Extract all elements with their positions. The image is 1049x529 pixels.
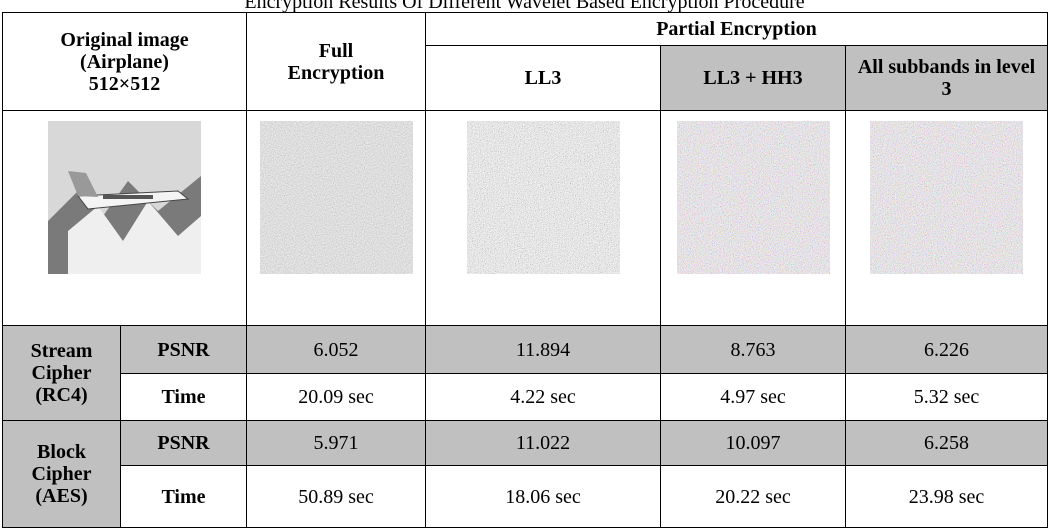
metric-label: PSNR: [120, 325, 247, 374]
value-cell: 11.894: [425, 325, 661, 374]
value-cell: 5.32 sec: [845, 373, 1048, 421]
cell-text: 8.763: [731, 339, 776, 361]
cell-text: 50.89 sec: [298, 486, 374, 508]
value-cell: 6.226: [845, 325, 1048, 374]
cell-text: LL3: [525, 67, 562, 89]
header-partial: Partial Encryption: [425, 12, 1048, 46]
cell-text: PSNR: [157, 339, 209, 361]
cell-text: Time: [161, 386, 205, 408]
header-original: Original image(Airplane)512×512: [2, 12, 247, 111]
value-cell: 8.763: [660, 325, 846, 374]
header-subcolumn: LL3 + HH3: [660, 45, 846, 111]
metric-label: PSNR: [120, 420, 247, 466]
cell-text: All subbands in level 3: [852, 56, 1041, 100]
header-subcolumn: LL3: [425, 45, 661, 111]
cell-text: 10.097: [726, 432, 781, 454]
cell-text: Block: [37, 441, 86, 463]
cell-text: (RC4): [35, 384, 87, 406]
airplane-image: [48, 121, 201, 274]
metric-label: Time: [120, 373, 247, 421]
header-subcolumn: All subbands in level 3: [845, 45, 1048, 111]
cell-text: 4.97 sec: [720, 386, 786, 408]
cell-text: 6.226: [924, 339, 969, 361]
cell-text: LL3 + HH3: [703, 67, 802, 89]
value-cell: 23.98 sec: [845, 465, 1048, 528]
cell-text: 20.09 sec: [298, 386, 374, 408]
value-cell: 6.258: [845, 420, 1048, 466]
cell-text: 11.894: [516, 339, 570, 361]
metric-label: Time: [120, 465, 247, 528]
cell-text: Stream: [31, 340, 93, 362]
value-cell: 10.097: [660, 420, 846, 466]
cell-text: Time: [161, 486, 205, 508]
encrypted-image: [260, 121, 413, 274]
cell-text: 512×512: [89, 73, 160, 95]
value-cell: 50.89 sec: [246, 465, 426, 528]
cell-text: Encryption: [288, 62, 385, 84]
encrypted-image: [467, 121, 620, 274]
cell-text: (Airplane): [80, 51, 169, 73]
cell-text: Full: [319, 40, 353, 62]
page: Encryption Results Of Different Wavelet …: [0, 0, 1049, 529]
cell-text: 6.258: [924, 432, 969, 454]
cell-text: 20.22 sec: [715, 486, 791, 508]
cell-text: 18.06 sec: [505, 486, 581, 508]
value-cell: 11.022: [425, 420, 661, 466]
encrypted-image: [870, 121, 1023, 274]
cell-text: Partial Encryption: [656, 18, 817, 40]
cell-text: 4.22 sec: [510, 386, 576, 408]
cell-text: 5.32 sec: [914, 386, 980, 408]
value-cell: 5.971: [246, 420, 426, 466]
cell-text: Cipher: [32, 362, 92, 384]
encrypted-image: [677, 121, 830, 274]
value-cell: 4.22 sec: [425, 373, 661, 421]
cell-text: 5.971: [314, 432, 359, 454]
cell-text: PSNR: [157, 432, 209, 454]
value-cell: 4.97 sec: [660, 373, 846, 421]
value-cell: 18.06 sec: [425, 465, 661, 528]
cell-text: (AES): [35, 485, 87, 507]
value-cell: 20.09 sec: [246, 373, 426, 421]
cell-text: Original image: [60, 29, 188, 51]
cell-text: Cipher: [32, 463, 92, 485]
cell-text: 11.022: [516, 432, 570, 454]
cell-text: 6.052: [314, 339, 359, 361]
value-cell: 20.22 sec: [660, 465, 846, 528]
cell-text: 23.98 sec: [909, 486, 985, 508]
value-cell: 6.052: [246, 325, 426, 374]
